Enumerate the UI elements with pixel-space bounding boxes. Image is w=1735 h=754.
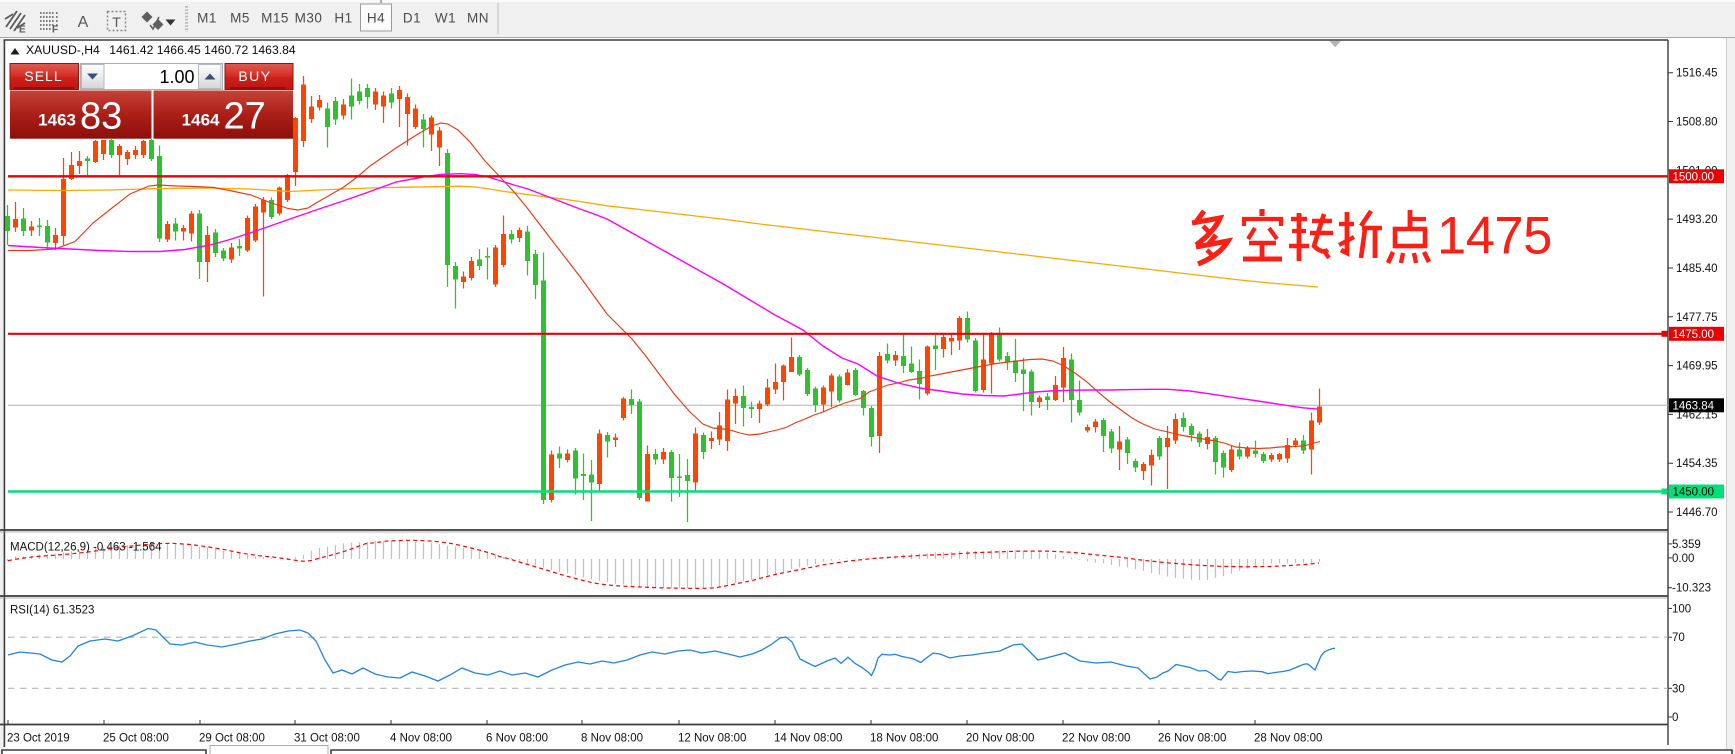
svg-text:T: T bbox=[112, 14, 121, 30]
svg-text:BUY: BUY bbox=[238, 68, 271, 84]
svg-text:E: E bbox=[19, 25, 26, 36]
svg-text:1477.75: 1477.75 bbox=[1676, 312, 1718, 324]
svg-text:100: 100 bbox=[1672, 603, 1691, 615]
svg-text:23 Oct 2019: 23 Oct 2019 bbox=[7, 733, 70, 745]
svg-text:1500.00: 1500.00 bbox=[1673, 171, 1715, 183]
svg-text:M30: M30 bbox=[295, 11, 323, 26]
svg-text:0.00: 0.00 bbox=[1672, 553, 1694, 565]
svg-text:31 Oct 08:00: 31 Oct 08:00 bbox=[294, 733, 360, 745]
svg-text:1493.20: 1493.20 bbox=[1676, 214, 1718, 226]
svg-text:1463: 1463 bbox=[38, 111, 76, 130]
svg-text:20 Nov 08:00: 20 Nov 08:00 bbox=[966, 733, 1034, 745]
svg-text:1450.00: 1450.00 bbox=[1673, 487, 1715, 499]
svg-text:H4: H4 bbox=[367, 11, 385, 26]
svg-text:4 Nov 08:00: 4 Nov 08:00 bbox=[390, 733, 452, 745]
svg-text:MACD(12,26,9) -0.463 -1.564: MACD(12,26,9) -0.463 -1.564 bbox=[10, 542, 162, 554]
svg-text:1516.45: 1516.45 bbox=[1676, 68, 1718, 80]
svg-text:M1: M1 bbox=[197, 11, 217, 26]
svg-text:8 Nov 08:00: 8 Nov 08:00 bbox=[581, 733, 643, 745]
svg-text:SELL: SELL bbox=[24, 68, 62, 84]
svg-text:W1: W1 bbox=[435, 11, 456, 26]
svg-text:A: A bbox=[78, 14, 89, 31]
svg-text:RSI(14) 61.3523: RSI(14) 61.3523 bbox=[10, 605, 94, 617]
svg-text:1469.95: 1469.95 bbox=[1676, 361, 1718, 373]
svg-text:22 Nov 08:00: 22 Nov 08:00 bbox=[1062, 733, 1130, 745]
svg-text:M5: M5 bbox=[230, 11, 250, 26]
svg-text:XAUUSD-,H4 1461.42 1466.45 14: XAUUSD-,H4 1461.42 1466.45 1460.72 1463.… bbox=[26, 43, 296, 57]
svg-text:26 Nov 08:00: 26 Nov 08:00 bbox=[1158, 733, 1226, 745]
svg-text:27: 27 bbox=[224, 96, 266, 138]
svg-text:28 Nov 08:00: 28 Nov 08:00 bbox=[1254, 733, 1322, 745]
svg-text:29 Oct 08:00: 29 Oct 08:00 bbox=[199, 733, 265, 745]
svg-text:M15: M15 bbox=[261, 11, 289, 26]
svg-text:1454.35: 1454.35 bbox=[1676, 458, 1718, 470]
svg-text:1485.40: 1485.40 bbox=[1676, 263, 1718, 275]
svg-text:1475: 1475 bbox=[1437, 207, 1552, 266]
svg-text:83: 83 bbox=[80, 96, 122, 138]
svg-text:1508.80: 1508.80 bbox=[1676, 117, 1718, 129]
svg-text:1.00: 1.00 bbox=[159, 67, 194, 87]
svg-text:5.359: 5.359 bbox=[1672, 539, 1701, 551]
svg-text:F: F bbox=[52, 25, 58, 36]
svg-text:D1: D1 bbox=[403, 11, 421, 26]
svg-text:-10.323: -10.323 bbox=[1672, 583, 1711, 595]
svg-text:1475.00: 1475.00 bbox=[1673, 329, 1715, 341]
svg-text:H1: H1 bbox=[334, 11, 352, 26]
svg-text:30: 30 bbox=[1672, 683, 1685, 695]
svg-text:6 Nov 08:00: 6 Nov 08:00 bbox=[486, 733, 548, 745]
svg-text:70: 70 bbox=[1672, 632, 1685, 644]
svg-text:MN: MN bbox=[467, 11, 489, 26]
svg-text:25 Oct 08:00: 25 Oct 08:00 bbox=[103, 733, 169, 745]
svg-text:1462.15: 1462.15 bbox=[1676, 409, 1718, 421]
svg-text:12 Nov 08:00: 12 Nov 08:00 bbox=[678, 733, 746, 745]
svg-text:1463.84: 1463.84 bbox=[1673, 400, 1715, 412]
svg-text:1446.70: 1446.70 bbox=[1676, 507, 1718, 519]
svg-text:18 Nov 08:00: 18 Nov 08:00 bbox=[870, 733, 938, 745]
svg-text:0: 0 bbox=[1672, 712, 1678, 724]
svg-text:14 Nov 08:00: 14 Nov 08:00 bbox=[774, 733, 842, 745]
svg-text:1464: 1464 bbox=[182, 111, 220, 130]
